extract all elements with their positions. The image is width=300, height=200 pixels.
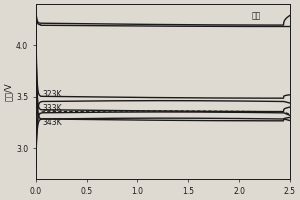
Text: 333K: 333K <box>43 104 62 113</box>
Text: 343K: 343K <box>43 118 62 127</box>
Y-axis label: 电压/V: 电压/V <box>4 82 13 101</box>
Text: 323K: 323K <box>43 90 62 99</box>
Text: 常温: 常温 <box>251 12 260 21</box>
